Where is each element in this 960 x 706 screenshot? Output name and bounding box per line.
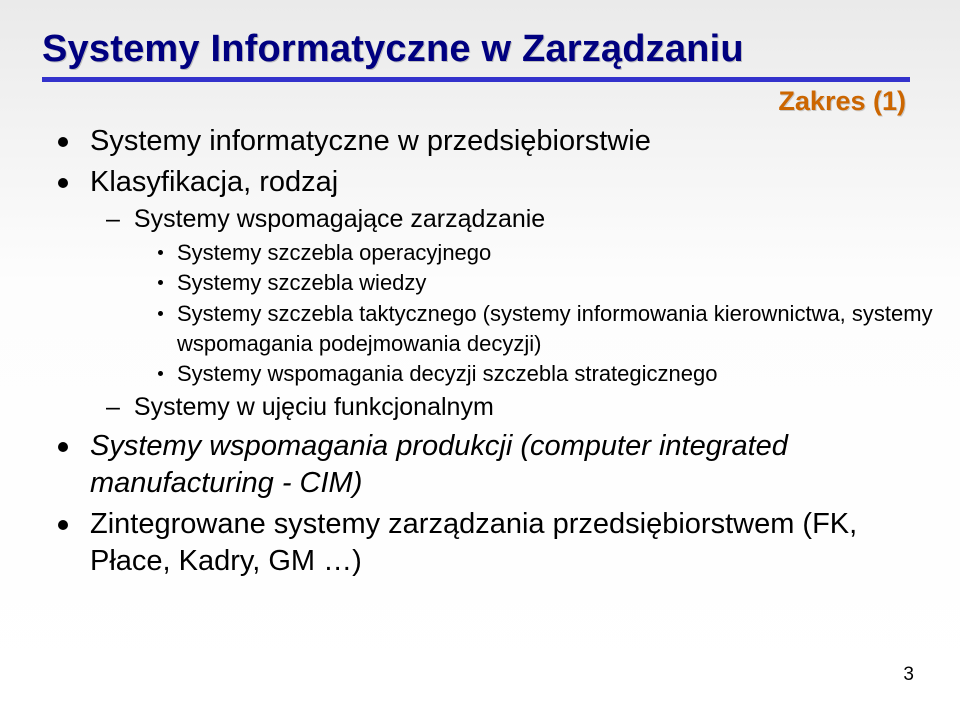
bullet-text: Systemy szczebla taktycznego (systemy in…: [177, 299, 944, 358]
dot-icon: [158, 280, 163, 285]
slide-title: Systemy Informatyczne w Zarządzaniu: [42, 28, 950, 71]
page-number: 3: [903, 664, 914, 686]
bullet-level2: – Systemy wspomagające zarządzanie: [106, 203, 944, 236]
bullet-text: Systemy wspomagające zarządzanie: [134, 203, 545, 236]
bullet-level3: Systemy szczebla wiedzy: [158, 268, 944, 298]
slide: Systemy Informatyczne w Zarządzaniu Zakr…: [0, 0, 960, 706]
bullet-level1: Systemy informatyczne w przedsiębiorstwi…: [48, 123, 944, 160]
bullet-text: Systemy informatyczne w przedsiębiorstwi…: [90, 123, 651, 160]
bullet-level1: Systemy wspomagania produkcji (computer …: [48, 428, 944, 502]
bullet-level3: Systemy wspomagania decyzji szczebla str…: [158, 359, 944, 389]
disc-icon: [58, 442, 68, 452]
dash-icon: –: [106, 203, 120, 236]
dot-icon: [158, 311, 163, 316]
dash-icon: –: [106, 391, 120, 424]
dot-icon: [158, 371, 163, 376]
bullet-text: Systemy szczebla operacyjnego: [177, 238, 491, 268]
slide-content: Systemy informatyczne w przedsiębiorstwi…: [42, 123, 950, 580]
disc-icon: [58, 178, 68, 188]
bullet-text: Systemy wspomagania produkcji (computer …: [90, 428, 944, 502]
slide-subtitle: Zakres (1): [778, 86, 906, 116]
bullet-text: Zintegrowane systemy zarządzania przedsi…: [90, 506, 944, 580]
disc-icon: [58, 520, 68, 530]
dot-icon: [158, 250, 163, 255]
subtitle-row: Zakres (1): [42, 86, 950, 117]
title-block: Systemy Informatyczne w Zarządzaniu: [42, 28, 950, 82]
bullet-level1: Klasyfikacja, rodzaj: [48, 164, 944, 201]
bullet-text: Systemy szczebla wiedzy: [177, 268, 426, 298]
bullet-level3: Systemy szczebla operacyjnego: [158, 238, 944, 268]
bullet-level1: Zintegrowane systemy zarządzania przedsi…: [48, 506, 944, 580]
bullet-text: Systemy w ujęciu funkcjonalnym: [134, 391, 494, 424]
bullet-text: Systemy wspomagania decyzji szczebla str…: [177, 359, 717, 389]
title-underline: [42, 77, 910, 82]
disc-icon: [58, 137, 68, 147]
bullet-level2: – Systemy w ujęciu funkcjonalnym: [106, 391, 944, 424]
bullet-text: Klasyfikacja, rodzaj: [90, 164, 338, 201]
bullet-level3: Systemy szczebla taktycznego (systemy in…: [158, 299, 944, 358]
